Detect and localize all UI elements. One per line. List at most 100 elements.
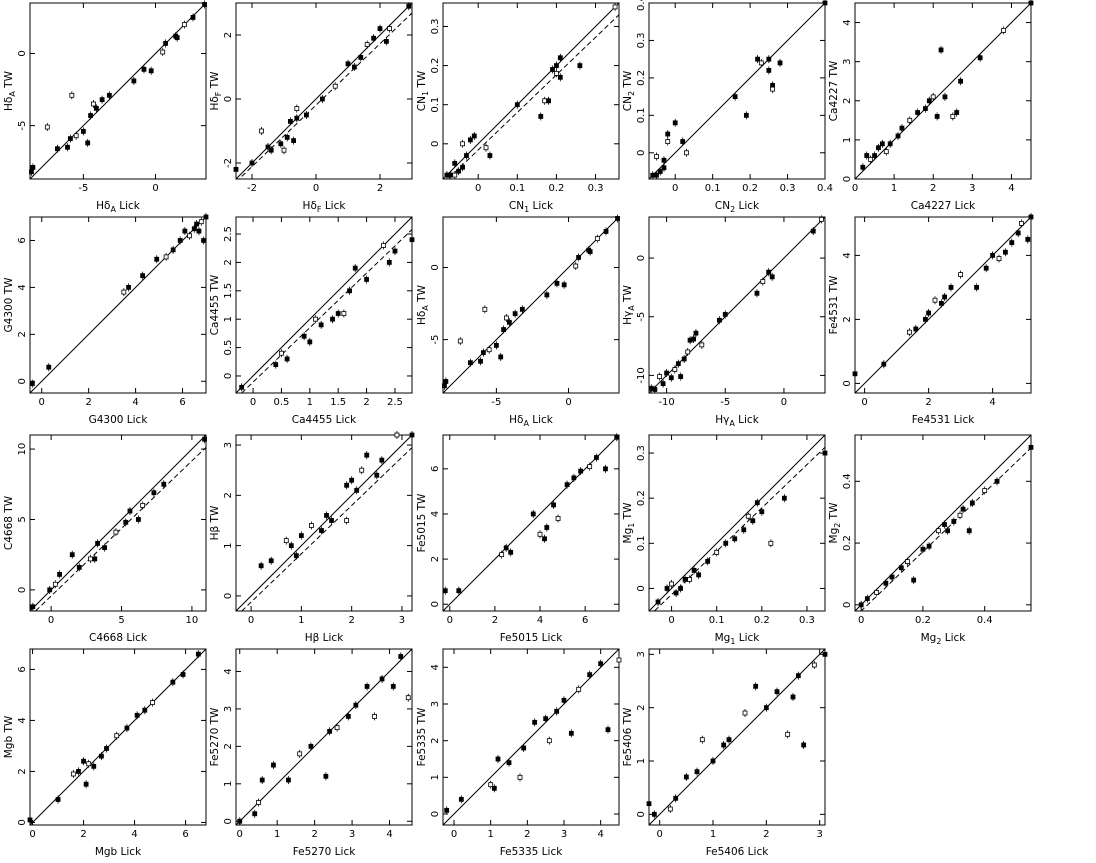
data-point xyxy=(942,520,947,529)
data-point xyxy=(760,277,766,286)
y-tick-label: 0 xyxy=(430,601,441,607)
x-tick-label: 0 xyxy=(781,397,787,408)
data-point xyxy=(665,137,671,146)
y-tick-label: 4 xyxy=(430,664,441,670)
data-point xyxy=(774,687,780,696)
data-point xyxy=(201,236,207,245)
data-point xyxy=(766,66,772,75)
y-tick-label: 0.1 xyxy=(636,107,647,123)
data-point xyxy=(323,772,329,781)
data-point xyxy=(313,315,318,324)
scatter-panel: 0 0.5 1 1.5 2 2.5 0 0.5 1 1.5 2 2.5 Ca4455 Lick Ca445… xyxy=(209,216,415,426)
y-tick-label: 0.4 xyxy=(636,0,647,11)
data-point xyxy=(69,550,75,559)
data-point xyxy=(69,91,75,100)
data-point xyxy=(504,313,509,322)
x-tick-label: 1 xyxy=(298,615,304,626)
data-point xyxy=(457,337,463,346)
data-point xyxy=(714,548,720,557)
data-point xyxy=(923,104,928,113)
data-point xyxy=(283,536,289,545)
data-point xyxy=(822,0,828,7)
data-point xyxy=(769,272,775,281)
data-point xyxy=(140,501,146,510)
data-point xyxy=(754,498,760,507)
data-point xyxy=(467,135,473,144)
data-point xyxy=(1028,443,1034,452)
x-axis-label: Mg1 Lick xyxy=(715,632,761,646)
data-point xyxy=(680,137,686,146)
data-point xyxy=(654,171,659,180)
data-point xyxy=(377,24,383,33)
x-tick-label: 0.4 xyxy=(977,615,993,626)
scatter-panel: 0 0.1 0.2 0.3 0 0.1 0.2 0.3 CN1 Lick CN1 TW xyxy=(416,2,620,214)
data-point xyxy=(717,316,722,325)
data-point xyxy=(452,171,458,180)
scatter-panel: 0 1 2 3 4 0 1 2 3 4 Ca4227 Lick Ca4227 TW xyxy=(828,0,1034,212)
x-tick-label: 2 xyxy=(85,397,91,408)
data-point xyxy=(898,563,904,572)
data-point xyxy=(915,108,920,117)
data-point xyxy=(256,798,261,807)
y-tick-label: 4 xyxy=(430,511,441,517)
data-point xyxy=(587,670,593,679)
data-point xyxy=(491,784,497,793)
data-point xyxy=(278,139,284,148)
y-tick-label: 3 xyxy=(430,701,441,707)
y-tick-label: 0.1 xyxy=(430,97,441,113)
data-point xyxy=(81,757,86,766)
data-point xyxy=(951,517,957,526)
data-point xyxy=(141,65,147,74)
data-point xyxy=(488,780,494,789)
x-tick-label: 6 xyxy=(582,615,588,626)
data-point xyxy=(990,251,995,260)
y-tick-label: 0.1 xyxy=(636,535,647,551)
data-point xyxy=(182,227,188,236)
data-point xyxy=(785,730,791,739)
data-point xyxy=(726,735,732,744)
data-point xyxy=(76,767,81,776)
data-point xyxy=(405,693,411,702)
data-point xyxy=(55,144,60,153)
plot-frame xyxy=(29,2,207,180)
data-point xyxy=(673,588,679,597)
x-tick-label: 0 xyxy=(48,615,54,626)
plot-frame xyxy=(235,216,413,394)
y-tick-label: 0 xyxy=(842,602,853,608)
x-tick-label: 2 xyxy=(348,615,354,626)
x-tick-label: -2 xyxy=(247,183,257,194)
x-axis-label: Fe5335 Lick xyxy=(500,846,564,858)
data-point xyxy=(519,305,525,314)
data-point xyxy=(106,91,112,100)
x-tick-label: 0 xyxy=(656,829,662,840)
y-tick-label: 0.5 xyxy=(223,340,234,356)
data-point xyxy=(517,773,523,782)
data-point xyxy=(742,709,748,717)
data-point xyxy=(759,507,765,516)
y-tick-label: -2 xyxy=(223,158,234,168)
data-point xyxy=(587,462,593,471)
x-axis-label: Ca4227 Lick xyxy=(911,200,976,212)
data-point xyxy=(387,24,393,33)
data-point xyxy=(722,310,728,319)
x-tick-label: 4 xyxy=(537,615,543,626)
data-point xyxy=(883,147,889,156)
y-tick-label: 2 xyxy=(842,98,853,104)
data-point xyxy=(249,159,255,167)
y-tick-label: 4 xyxy=(842,252,853,258)
data-point xyxy=(1003,248,1008,257)
data-point xyxy=(905,557,910,566)
data-point xyxy=(860,163,866,172)
data-point xyxy=(554,69,559,78)
data-point xyxy=(148,66,154,75)
data-point xyxy=(557,53,563,62)
x-tick-label: 5 xyxy=(118,615,124,626)
scatter-panel: -5 0 -5 0 HδA Lick HδA TW xyxy=(416,214,620,428)
data-point xyxy=(352,264,358,273)
y-tick-label: 5 xyxy=(17,516,28,522)
data-point xyxy=(444,806,450,815)
data-point xyxy=(668,373,674,382)
x-tick-label: 3 xyxy=(561,829,567,840)
data-point xyxy=(576,253,582,262)
data-point xyxy=(442,586,448,595)
